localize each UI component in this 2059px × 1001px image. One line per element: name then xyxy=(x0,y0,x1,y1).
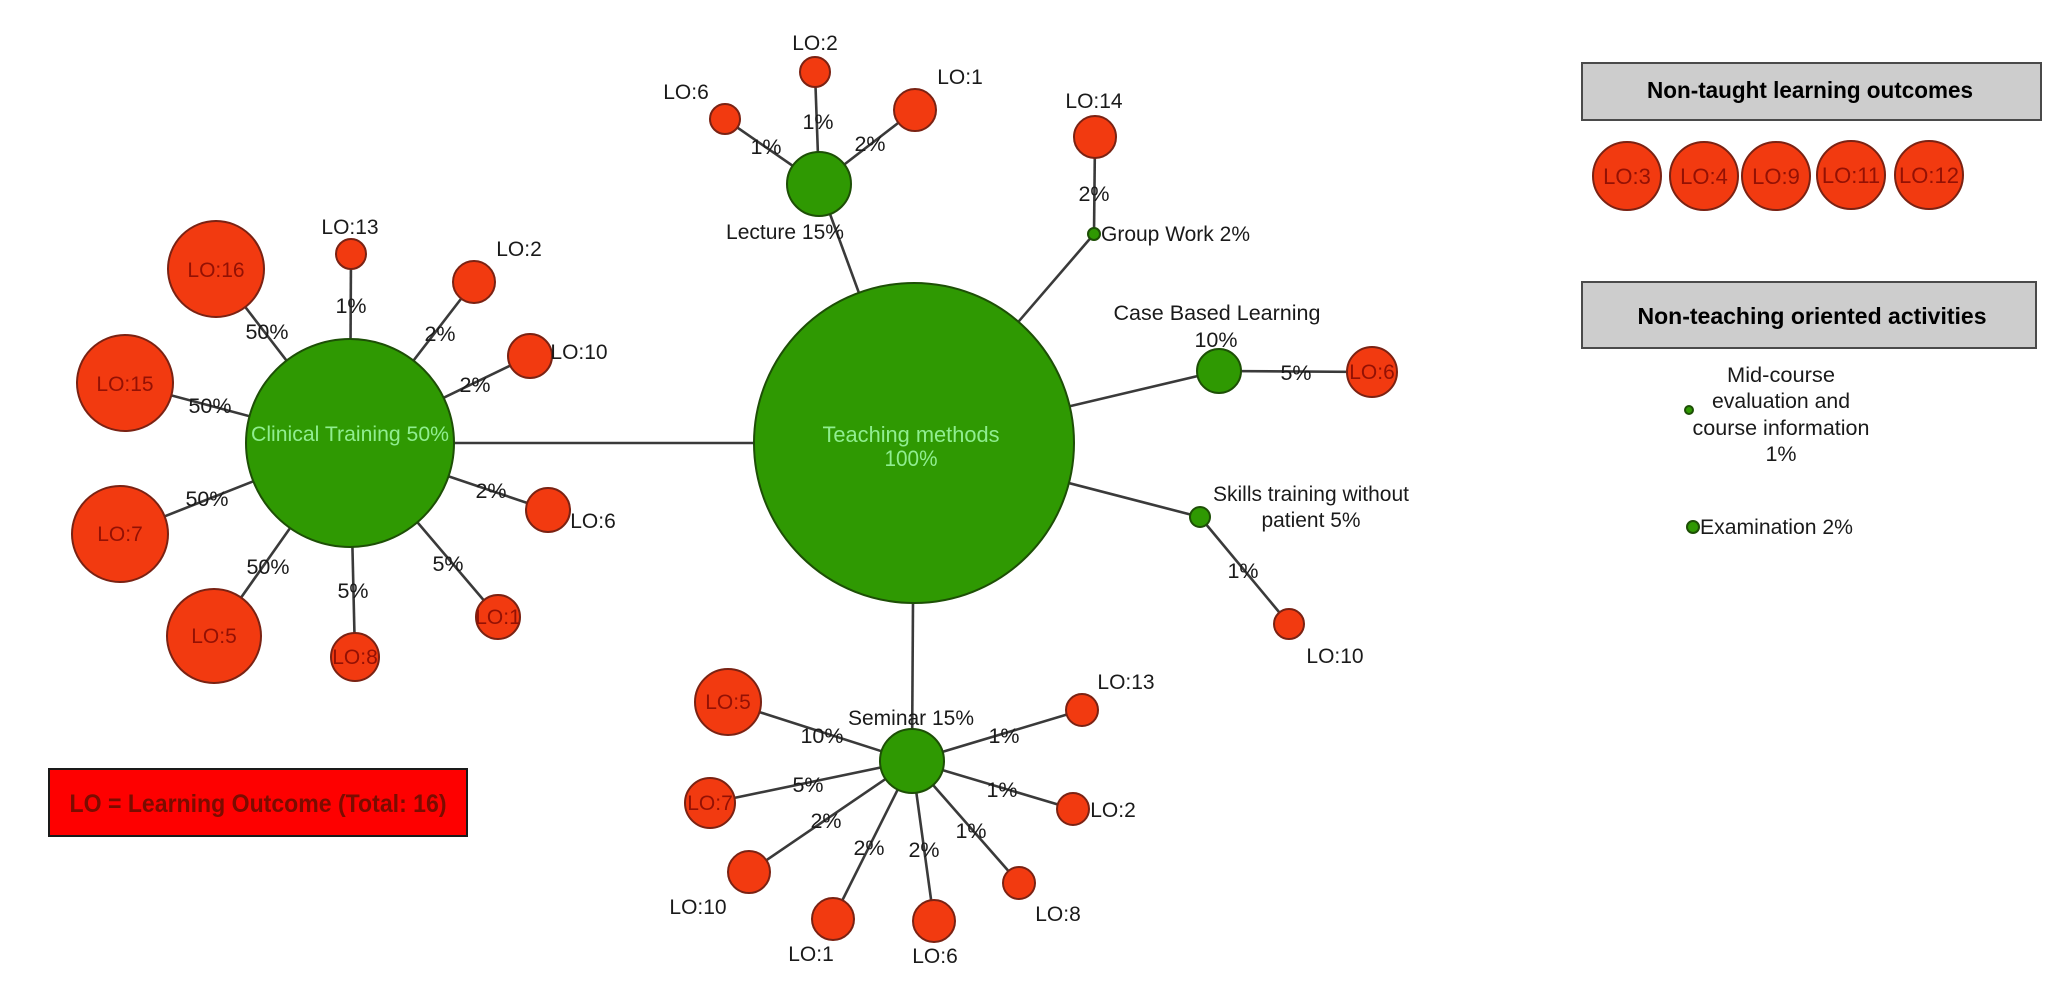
svg-text:10%: 10% xyxy=(800,724,843,748)
svg-text:Seminar 15%: Seminar 15% xyxy=(848,706,974,730)
svg-text:1%: 1% xyxy=(1227,559,1258,583)
svg-text:LO:7: LO:7 xyxy=(687,792,733,815)
svg-text:Group Work 2%: Group Work 2% xyxy=(1101,222,1250,246)
svg-text:2%: 2% xyxy=(810,809,841,833)
svg-text:Examination 2%: Examination 2% xyxy=(1700,515,1853,539)
svg-text:LO:10: LO:10 xyxy=(550,341,607,364)
svg-text:LO:2: LO:2 xyxy=(496,238,542,261)
svg-text:LO:11: LO:11 xyxy=(1822,163,1880,188)
svg-text:LO:6: LO:6 xyxy=(663,81,709,104)
svg-text:course information: course information xyxy=(1693,416,1870,440)
svg-text:LO:5: LO:5 xyxy=(705,691,751,714)
svg-text:1%: 1% xyxy=(335,294,366,318)
svg-text:50%: 50% xyxy=(245,320,288,344)
svg-text:Mid-course: Mid-course xyxy=(1727,363,1835,387)
svg-text:50%: 50% xyxy=(246,555,289,579)
svg-text:LO:15: LO:15 xyxy=(96,373,153,396)
svg-text:1%: 1% xyxy=(802,110,833,134)
svg-text:LO:14: LO:14 xyxy=(1065,90,1123,113)
svg-text:LO:13: LO:13 xyxy=(1097,671,1154,694)
svg-text:LO:8: LO:8 xyxy=(1035,903,1081,926)
svg-text:1%: 1% xyxy=(955,819,986,843)
svg-text:patient 5%: patient 5% xyxy=(1262,508,1361,532)
svg-text:LO:9: LO:9 xyxy=(1752,164,1800,189)
svg-text:1%: 1% xyxy=(986,778,1017,802)
svg-text:5%: 5% xyxy=(337,579,368,603)
svg-text:2%: 2% xyxy=(459,373,490,397)
svg-text:LO:1: LO:1 xyxy=(475,606,521,629)
svg-text:LO:5: LO:5 xyxy=(191,625,237,648)
svg-text:Skills training without: Skills training without xyxy=(1213,482,1409,506)
svg-text:LO:6: LO:6 xyxy=(1349,361,1395,384)
svg-text:2%: 2% xyxy=(424,322,455,346)
svg-text:LO:2: LO:2 xyxy=(1090,799,1136,822)
svg-text:LO:10: LO:10 xyxy=(669,896,726,919)
svg-text:50%: 50% xyxy=(188,394,231,418)
svg-text:evaluation and: evaluation and xyxy=(1712,389,1850,413)
svg-text:Teaching methods: Teaching methods xyxy=(823,422,1000,447)
svg-text:LO:8: LO:8 xyxy=(332,646,378,669)
svg-text:Clinical Training 50%: Clinical Training 50% xyxy=(251,422,449,446)
svg-text:Non-teaching oriented activiti: Non-teaching oriented activities xyxy=(1638,303,1987,329)
svg-text:10%: 10% xyxy=(1194,328,1237,352)
svg-text:2%: 2% xyxy=(475,479,506,503)
svg-text:2%: 2% xyxy=(854,132,885,156)
svg-text:1%: 1% xyxy=(750,135,781,159)
svg-text:Lecture 15%: Lecture 15% xyxy=(726,220,844,244)
svg-text:LO:4: LO:4 xyxy=(1680,164,1728,189)
svg-text:2%: 2% xyxy=(853,836,884,860)
svg-text:100%: 100% xyxy=(885,446,938,471)
svg-text:LO:7: LO:7 xyxy=(97,523,143,546)
svg-text:1%: 1% xyxy=(988,724,1019,748)
svg-text:LO:1: LO:1 xyxy=(937,66,983,89)
svg-text:2%: 2% xyxy=(1078,182,1109,206)
svg-text:LO:1: LO:1 xyxy=(788,943,834,966)
svg-text:5%: 5% xyxy=(1280,361,1311,385)
svg-text:2%: 2% xyxy=(908,838,939,862)
svg-text:LO:6: LO:6 xyxy=(570,510,616,533)
svg-text:LO:2: LO:2 xyxy=(792,32,838,55)
svg-text:Case Based Learning: Case Based Learning xyxy=(1114,301,1321,325)
svg-text:1%: 1% xyxy=(1765,442,1796,466)
svg-text:LO:13: LO:13 xyxy=(321,216,378,239)
svg-text:Non-taught learning outcomes: Non-taught learning outcomes xyxy=(1647,77,1973,103)
svg-text:LO:16: LO:16 xyxy=(187,259,244,282)
svg-text:50%: 50% xyxy=(185,487,228,511)
svg-text:LO:6: LO:6 xyxy=(912,945,958,968)
svg-text:LO = Learning Outcome (Total:: LO = Learning Outcome (Total: 16) xyxy=(70,790,447,818)
svg-text:5%: 5% xyxy=(432,552,463,576)
svg-text:LO:10: LO:10 xyxy=(1306,645,1363,668)
svg-text:5%: 5% xyxy=(792,773,823,797)
svg-text:LO:3: LO:3 xyxy=(1603,164,1651,189)
svg-text:LO:12: LO:12 xyxy=(1899,163,1959,188)
